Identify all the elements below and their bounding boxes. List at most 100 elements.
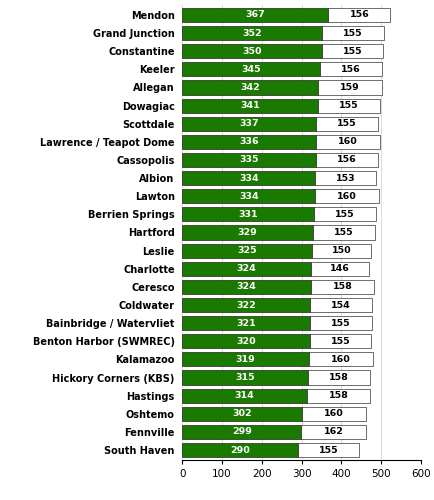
Bar [302,406,366,421]
Text: 154: 154 [331,300,351,310]
Text: 324: 324 [237,264,256,274]
Bar [298,443,359,457]
Bar [307,388,370,402]
Text: 162: 162 [323,428,343,436]
Text: 334: 334 [239,192,259,200]
Bar [182,352,309,366]
Bar [322,44,383,59]
Bar [182,316,310,330]
Bar [301,425,366,439]
Bar [182,26,322,40]
Text: 352: 352 [243,28,262,38]
Text: 155: 155 [343,28,363,38]
Text: 158: 158 [333,282,352,292]
Bar [316,135,380,149]
Bar [182,226,313,239]
Text: 319: 319 [236,355,256,364]
Bar [318,98,380,112]
Bar [309,334,371,348]
Bar [319,62,381,76]
Text: 337: 337 [240,119,259,128]
Text: 160: 160 [324,410,344,418]
Text: 155: 155 [331,337,350,346]
Bar [182,262,311,276]
Bar [182,98,318,112]
Bar [182,443,298,457]
Text: 331: 331 [238,210,258,219]
Bar [308,370,371,384]
Bar [313,226,375,239]
Text: 290: 290 [230,446,250,454]
Bar [182,298,310,312]
Text: 160: 160 [338,138,358,146]
Text: 158: 158 [329,373,349,382]
Text: 314: 314 [235,391,255,400]
Bar [182,334,309,348]
Bar [316,116,378,131]
Bar [182,370,308,384]
Text: 336: 336 [239,138,259,146]
Bar [182,153,316,167]
Text: 320: 320 [236,337,256,346]
Bar [312,244,371,258]
Text: 155: 155 [342,46,362,56]
Bar [310,316,372,330]
Bar [311,280,374,294]
Text: 350: 350 [242,46,262,56]
Text: 150: 150 [332,246,351,255]
Text: 156: 156 [341,65,361,74]
Text: 160: 160 [337,192,357,200]
Bar [315,189,379,204]
Text: 160: 160 [331,355,351,364]
Bar [309,352,373,366]
Text: 334: 334 [239,174,259,182]
Text: 155: 155 [337,119,357,128]
Text: 321: 321 [236,318,256,328]
Bar [182,425,301,439]
Text: 324: 324 [237,282,256,292]
Bar [319,80,381,94]
Text: 335: 335 [239,156,259,164]
Bar [182,62,319,76]
Text: 302: 302 [233,410,252,418]
Text: 156: 156 [349,10,369,20]
Text: 158: 158 [329,391,349,400]
Bar [328,8,390,22]
Text: 153: 153 [336,174,355,182]
Text: 155: 155 [331,318,351,328]
Bar [182,44,322,59]
Text: 155: 155 [339,101,358,110]
Bar [322,26,384,40]
Bar [315,171,376,185]
Text: 146: 146 [330,264,350,274]
Bar [182,116,316,131]
Text: 155: 155 [335,210,355,219]
Bar [182,406,302,421]
Text: 315: 315 [235,373,255,382]
Bar [182,244,312,258]
Bar [182,388,307,402]
Bar [182,189,315,204]
Bar [182,135,316,149]
Text: 367: 367 [245,10,265,20]
Text: 341: 341 [240,101,260,110]
Text: 342: 342 [240,83,260,92]
Text: 325: 325 [237,246,257,255]
Text: 155: 155 [334,228,354,237]
Text: 329: 329 [238,228,258,237]
Bar [311,262,369,276]
Bar [182,171,315,185]
Text: 299: 299 [232,428,252,436]
Text: 159: 159 [340,83,360,92]
Bar [182,80,319,94]
Text: 155: 155 [319,446,338,454]
Bar [316,153,378,167]
Bar [182,208,314,222]
Text: 322: 322 [237,300,256,310]
Bar [182,8,328,22]
Bar [310,298,372,312]
Bar [182,280,311,294]
Bar [314,208,376,222]
Text: 345: 345 [241,65,261,74]
Text: 156: 156 [337,156,356,164]
